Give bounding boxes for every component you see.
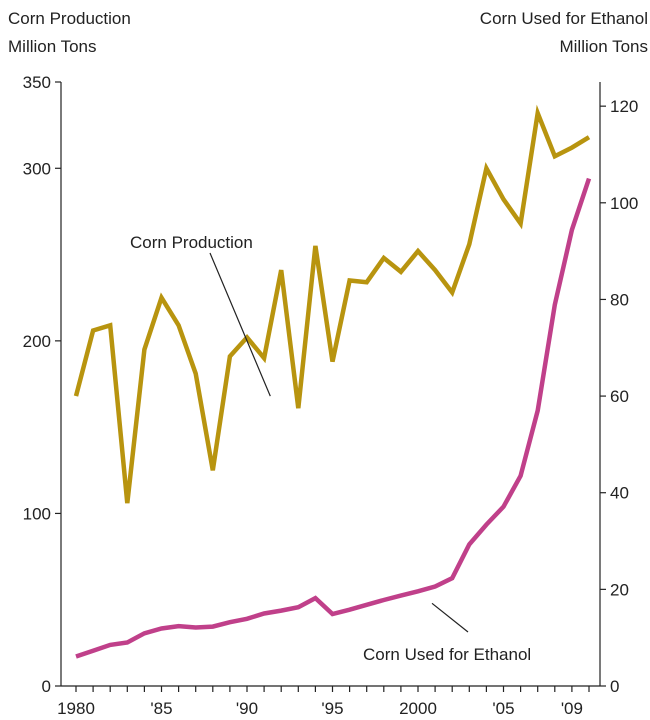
series-line-corn-production — [73, 104, 591, 504]
x-tick-label: 2000 — [399, 699, 437, 718]
left-tick-label: 350 — [23, 73, 51, 92]
right-y-axis-ticks: 0 20 40 60 80 100 120 — [600, 97, 638, 696]
x-tick-label: 1980 — [57, 699, 95, 718]
series-layer — [73, 104, 592, 659]
right-axis-title-line2: Million Tons — [559, 37, 648, 56]
right-axis-title-line1: Corn Used for Ethanol — [480, 9, 648, 28]
annotation-leader-corn-production — [209, 252, 271, 397]
left-axis-title-line1: Corn Production — [8, 9, 131, 28]
x-axis-ticks: 1980 '85 '90 '95 2000 '05 '09 — [57, 686, 590, 718]
x-tick-label: '05 — [492, 699, 514, 718]
annotation-layer: Corn Production Corn Used for Ethanol — [130, 233, 531, 664]
x-tick-label: '90 — [236, 699, 258, 718]
series-line-corn-used-for-ethanol — [75, 177, 592, 659]
left-tick-label: 0 — [42, 677, 51, 696]
right-tick-label: 120 — [610, 97, 638, 116]
annotation-corn-production: Corn Production — [130, 233, 253, 252]
left-tick-label: 200 — [23, 332, 51, 351]
right-tick-label: 60 — [610, 387, 629, 406]
right-tick-label: 0 — [610, 677, 619, 696]
right-tick-label: 100 — [610, 194, 638, 213]
right-tick-label: 20 — [610, 580, 629, 599]
x-tick-label: '95 — [321, 699, 343, 718]
x-tick-label: '09 — [561, 699, 583, 718]
left-tick-label: 100 — [23, 504, 51, 523]
annotation-leader-corn-used-for-ethanol — [431, 602, 469, 633]
left-axis-title-line2: Million Tons — [8, 37, 97, 56]
left-tick-label: 300 — [23, 159, 51, 178]
annotation-corn-used-for-ethanol: Corn Used for Ethanol — [363, 645, 531, 664]
left-y-axis-ticks: 0 100 200 300 350 — [23, 73, 61, 696]
x-tick-label: '85 — [150, 699, 172, 718]
right-tick-label: 40 — [610, 484, 629, 503]
right-tick-label: 80 — [610, 290, 629, 309]
